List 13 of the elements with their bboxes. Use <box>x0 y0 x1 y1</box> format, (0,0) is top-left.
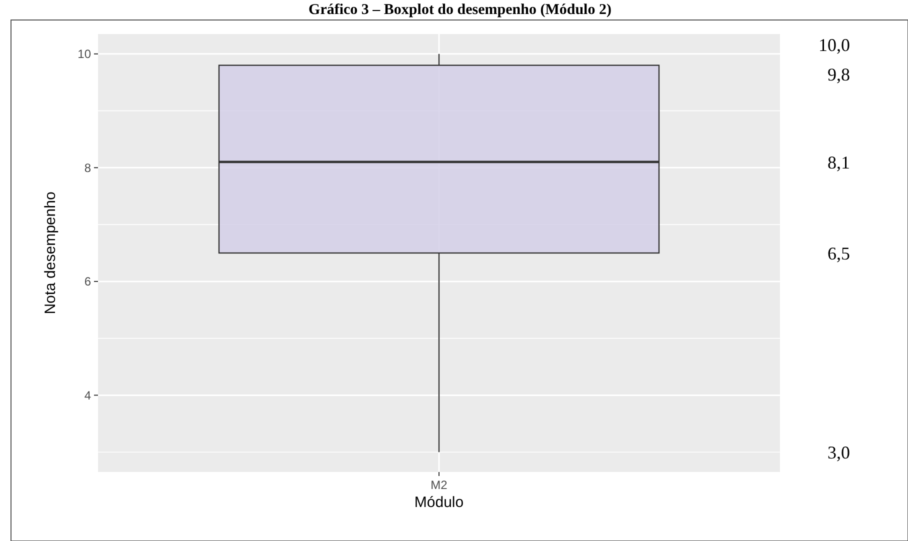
y-axis-title: Nota desempenho <box>42 192 59 314</box>
y-tick-label: 8 <box>84 160 92 175</box>
text: 9,8 <box>828 64 850 85</box>
text: 3,0 <box>828 442 850 462</box>
chart-title: Gráfico 3 – Boxplot do desempenho (Módulo 2) <box>308 2 612 18</box>
y-tick-label: 10 <box>78 47 92 62</box>
y-tick-label: 6 <box>84 274 92 289</box>
x-axis-title: Módulo <box>414 494 464 511</box>
text: 8,1 <box>828 152 850 172</box>
y-tick-label: 4 <box>84 388 92 402</box>
text: 10,0 <box>818 35 850 56</box>
x-tick-label: M2 <box>430 478 448 492</box>
text: 6,5 <box>828 243 850 264</box>
